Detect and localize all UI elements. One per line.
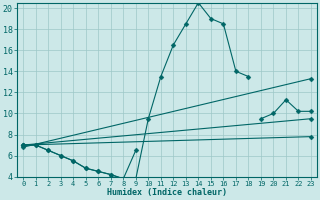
X-axis label: Humidex (Indice chaleur): Humidex (Indice chaleur) [107,188,227,197]
